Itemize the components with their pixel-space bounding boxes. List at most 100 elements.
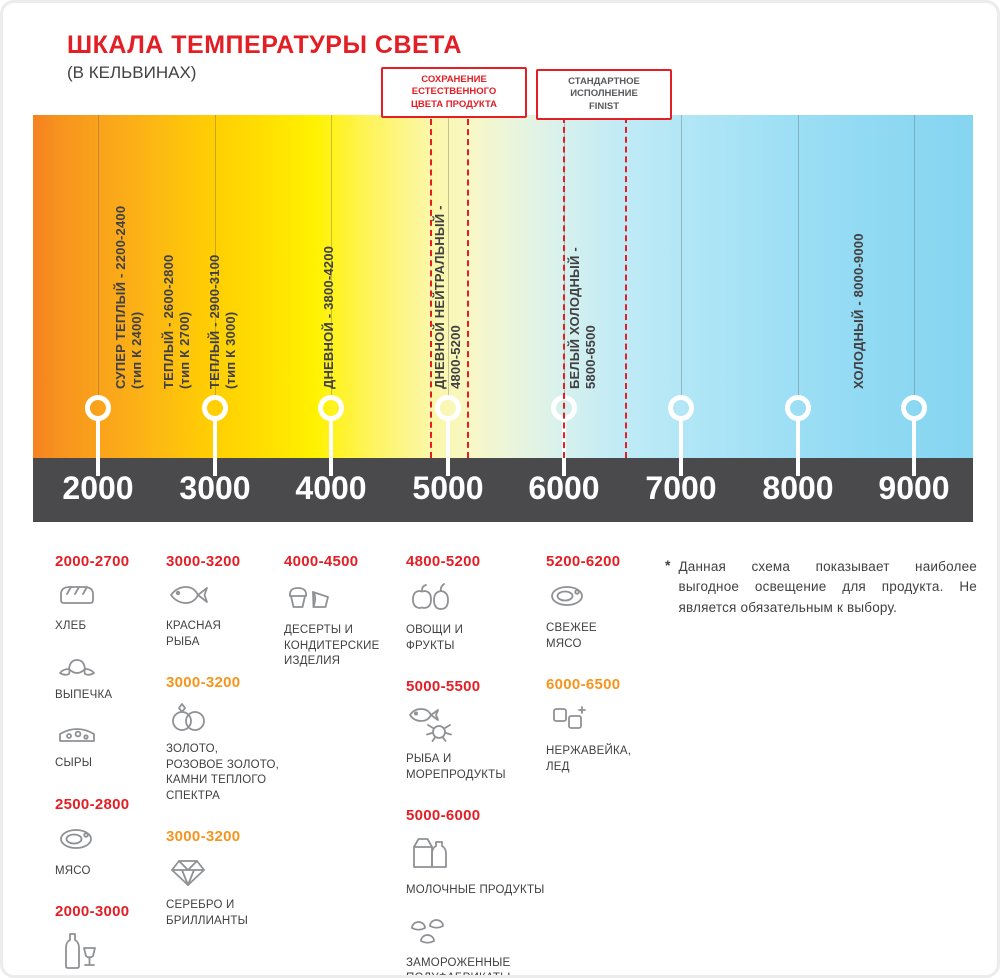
product-group: 4000-4500 ДЕСЕРТЫ И КОНДИТЕРСКИЕ ИЗДЕЛИЯ (284, 553, 412, 670)
tick-label-7000: 7000 (645, 470, 717, 506)
temp-range-label: 5200-6200 (546, 553, 621, 570)
marker-circle (785, 395, 811, 421)
marker-circle (668, 395, 694, 421)
zone-label-daylight: ДНЕВНОЙ - 3800-4200 (321, 131, 337, 389)
zone-label-line1: ДНЕВНОЙ - 3800-4200 (321, 245, 336, 389)
dessert-icon (284, 580, 412, 619)
tick-label-8000: 8000 (762, 470, 834, 506)
product-item: КРАСНАЯ РЫБА (166, 580, 284, 650)
product-label: ОВОЩИ И ФРУКТЫ (406, 624, 464, 652)
temp-range-label: 5000-6000 (406, 807, 481, 825)
product-label: ЗАМОРОЖЕННЫЕ ПОЛУФАБРИКАТЫ (406, 956, 511, 975)
fresh-meat-icon (546, 580, 666, 617)
ice-icon (546, 703, 666, 740)
bread-icon (55, 580, 161, 615)
footnote-marker: * (665, 557, 671, 573)
guide-line (914, 115, 915, 397)
tick-label-2000: 2000 (62, 470, 134, 506)
seafood-icon (406, 705, 556, 748)
rings-icon (166, 701, 284, 738)
tick-label-9000: 9000 (878, 470, 950, 506)
product-item: ЗОЛОТО, РОЗОВОЕ ЗОЛОТО, КАМНИ ТЕПЛОГО СП… (166, 701, 284, 804)
product-label: ВЫПЕЧКА (55, 688, 113, 701)
product-label: МОЛОЧНЫЕ ПРОДУКТЫ (406, 884, 545, 897)
dashed-line (563, 117, 565, 458)
marker-circle (435, 395, 461, 421)
product-column-4: 4800-5200 ОВОЩИ И ФРУКТЫ 5000-5500 РЫБА … (406, 553, 556, 975)
vegetables-icon (406, 580, 556, 619)
product-item: АКОГОЛЬ (55, 930, 161, 975)
product-item: ДЕСЕРТЫ И КОНДИТЕРСКИЕ ИЗДЕЛИЯ (284, 580, 412, 670)
temp-range-label: 6000-6500 (546, 676, 621, 694)
product-item: МОЛОЧНЫЕ ПРОДУКТЫ (406, 834, 556, 899)
product-item: РЫБА И МОРЕПРОДУКТЫ (406, 705, 556, 783)
product-item: МЯСО (55, 823, 161, 880)
zone-label-cold: ХОЛОДНЫЙ - 8000-9000 (851, 131, 867, 389)
guide-line (448, 115, 449, 397)
zone-label-line1: БЕЛЫЙ ХОЛОДНЫЙ - (567, 247, 582, 389)
temp-range-label: 3000-3200 (166, 674, 241, 692)
tick-label-4000: 4000 (295, 470, 367, 506)
callout-standard-finist: СТАНДАРТНОЕ ИСПОЛНЕНИЕ FINIST (536, 69, 672, 121)
temperature-gradient-bar (33, 115, 973, 458)
product-group: 3000-3200 КРАСНАЯ РЫБА (166, 553, 284, 650)
marker-circle (85, 395, 111, 421)
product-group: 2500-2800 МЯСО (55, 796, 161, 880)
footnote-text: Данная схема показывает наиболее выгодно… (678, 559, 977, 615)
product-item: СЫРЫ (55, 717, 161, 772)
page-title: ШКАЛА ТЕМПЕРАТУРЫ СВЕТА (67, 31, 462, 59)
croissant-icon (55, 649, 161, 684)
product-label: СЕРЕБРО И БРИЛЛИАНТЫ (166, 899, 249, 927)
product-group: 2000-3000 АКОГОЛЬ (55, 903, 161, 975)
temp-range-label: 2000-3000 (55, 903, 130, 921)
product-item: НЕРЖАВЕЙКА, ЛЕД (546, 703, 666, 775)
dairy-icon (406, 834, 556, 879)
zone-label-line2: 5800-6500 (583, 325, 598, 389)
temp-range-label: 4800-5200 (406, 553, 481, 570)
zone-label-line2: 4800-5200 (448, 325, 463, 389)
product-group: 5000-5500 РЫБА И МОРЕПРОДУКТЫ (406, 678, 556, 783)
marker-stem (213, 420, 217, 476)
product-item: СЕРЕБРО И БРИЛЛИАНТЫ (166, 855, 284, 929)
zone-label-super-warm: СУПЕР ТЕПЛЫЙ - 2200-2400 (тип К 2400) (113, 131, 145, 389)
marker-stem (329, 420, 333, 476)
marker-circle (901, 395, 927, 421)
zone-label-warm-3000: ТЕПЛЫЙ - 2900-3100 (тип К 3000) (207, 131, 239, 389)
marker-stem (679, 420, 683, 476)
marker-stem (912, 420, 916, 476)
marker-stem (96, 420, 100, 476)
product-item: ОВОЩИ И ФРУКТЫ (406, 580, 556, 654)
temp-range-label: 4000-4500 (284, 553, 359, 570)
product-item: СВЕЖЕЕ МЯСО (546, 580, 666, 652)
meat-icon (55, 823, 161, 860)
product-label: СВЕЖЕЕ МЯСО (546, 622, 597, 650)
marker-stem (796, 420, 800, 476)
product-group: 5000-6000 МОЛОЧНЫЕ ПРОДУКТЫ ЗАМОРОЖЕННЫЕ… (406, 807, 556, 975)
guide-line (798, 115, 799, 397)
zone-label-neutral: ДНЕВНОЙ НЕЙТРАЛЬНЫЙ - 4800-5200 (432, 131, 464, 389)
marker-stem (446, 420, 450, 476)
diamond-icon (166, 855, 284, 894)
product-group: 6000-6500 НЕРЖАВЕЙКА, ЛЕД (546, 676, 666, 775)
tick-label-5000: 5000 (412, 470, 484, 506)
zone-label-line2: (тип К 3000) (223, 311, 238, 389)
product-group: 3000-3200 СЕРЕБРО И БРИЛЛИАНТЫ (166, 828, 284, 929)
zone-label-line1: ТЕПЛЫЙ - 2900-3100 (207, 254, 222, 389)
temp-range-label: 5000-5500 (406, 678, 481, 696)
zone-label-line2: (тип К 2400) (129, 311, 144, 389)
marker-circle (202, 395, 228, 421)
temp-range-label: 3000-3200 (166, 553, 241, 570)
product-group: 4800-5200 ОВОЩИ И ФРУКТЫ (406, 553, 556, 654)
cheese-icon (55, 717, 161, 752)
product-group: 3000-3200 ЗОЛОТО, РОЗОВОЕ ЗОЛОТО, КАМНИ … (166, 674, 284, 804)
product-column-1: 2000-2700 ХЛЕБ ВЫПЕЧКА СЫРЫ 250 (55, 553, 161, 975)
product-column-3: 4000-4500 ДЕСЕРТЫ И КОНДИТЕРСКИЕ ИЗДЕЛИЯ (284, 553, 412, 694)
page-subtitle: (В КЕЛЬВИНАХ) (67, 63, 197, 82)
zone-label-line1: ХОЛОДНЫЙ - 8000-9000 (851, 233, 866, 389)
product-item: ХЛЕБ (55, 580, 161, 635)
dashed-line (625, 117, 627, 458)
marker-circle (318, 395, 344, 421)
product-group: 2000-2700 ХЛЕБ ВЫПЕЧКА СЫРЫ (55, 553, 161, 772)
zone-label-cool-white: БЕЛЫЙ ХОЛОДНЫЙ - 5800-6500 (567, 131, 599, 389)
footnote: * Данная схема показывает наиболее выгод… (665, 557, 977, 618)
